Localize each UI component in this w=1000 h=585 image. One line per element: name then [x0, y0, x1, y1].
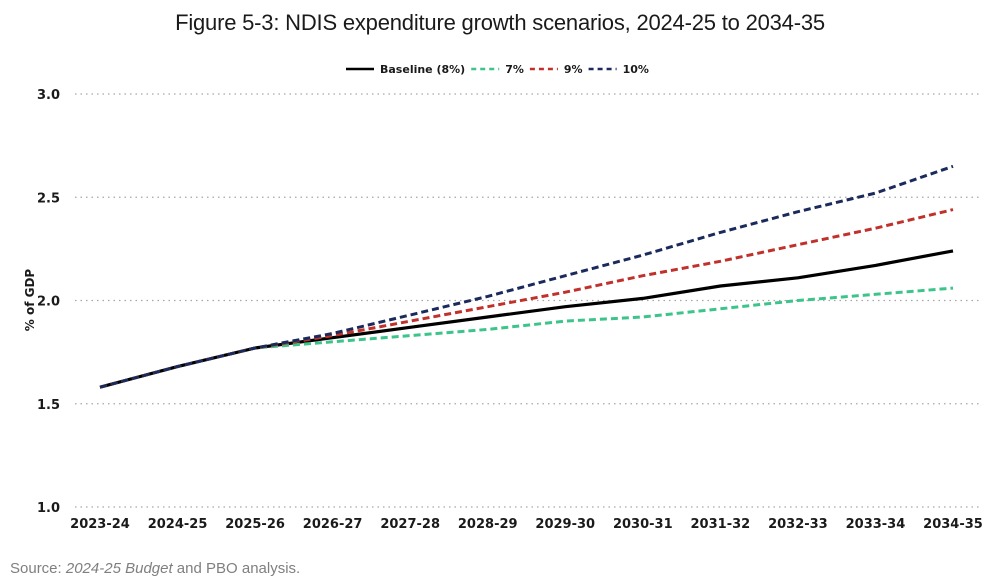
- x-tick-label: 2023-24: [70, 517, 130, 532]
- x-tick-label: 2033-34: [846, 517, 906, 532]
- legend-label-baseline-8: Baseline (8%): [380, 63, 465, 76]
- x-tick-label: 2030-31: [613, 517, 673, 532]
- y-tick-label: 1.5: [37, 398, 60, 413]
- series-line-7: [99, 286, 954, 389]
- x-tick-label: 2025-26: [225, 517, 285, 532]
- x-tick-label: 2032-33: [768, 517, 828, 532]
- series-lines: [99, 164, 954, 389]
- y-tick-label: 3.0: [37, 88, 60, 103]
- y-axis-ticks: 1.0 1.5 2.0 2.5 3.0: [37, 88, 60, 516]
- line-chart: 1.01.52.02.53.0 2023-24 2024-25 2025-26 202…: [23, 63, 983, 532]
- legend: Baseline (8%) 7% 9% 10%: [346, 63, 649, 76]
- gridlines: [75, 93, 980, 508]
- source-prefix: Source:: [10, 560, 66, 577]
- x-tick-label: 2031-32: [691, 517, 751, 532]
- source-suffix: and PBO analysis.: [172, 560, 301, 577]
- source-italic: 2024-25 Budget: [65, 560, 173, 577]
- y-tick-label: 2.0: [37, 295, 60, 310]
- series-line-10: [99, 164, 954, 389]
- legend-label-9: 9%: [564, 63, 583, 76]
- y-tick-label: 1.0: [37, 501, 60, 516]
- legend-label-7: 7%: [505, 63, 524, 76]
- x-tick-label: 2034-35: [923, 517, 983, 532]
- x-tick-label: 2027-28: [380, 517, 440, 532]
- source-note: Source: 2024-25 Budget and PBO analysis.: [10, 560, 300, 577]
- x-tick-label: 2024-25: [148, 517, 208, 532]
- x-tick-label: 2029-30: [535, 517, 595, 532]
- series-line-baseline-8: [99, 249, 954, 389]
- x-axis-ticks: 2023-24 2024-25 2025-26 2026-27 2027-28 2028-…: [70, 517, 983, 532]
- x-tick-label: 2028-29: [458, 517, 518, 532]
- x-tick-label: 2026-27: [303, 517, 363, 532]
- chart-title: Figure 5-3: NDIS expenditure growth scen…: [175, 10, 825, 35]
- y-axis-title: % of GDP: [23, 269, 37, 332]
- legend-label-10: 10%: [623, 63, 649, 76]
- y-tick-label: 2.5: [37, 191, 60, 206]
